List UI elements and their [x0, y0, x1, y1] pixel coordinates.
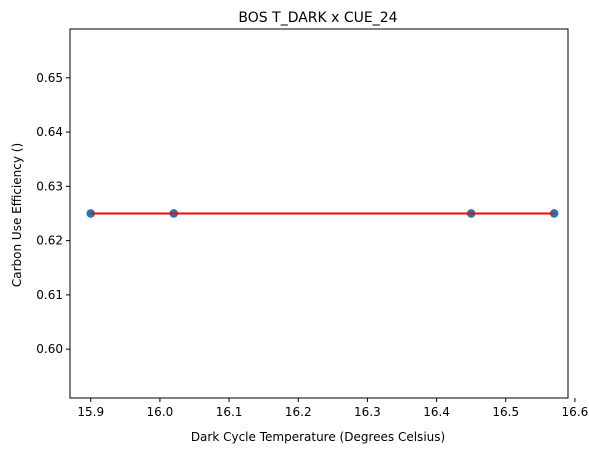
x-tick-label: 16.3	[354, 405, 381, 419]
chart-title: BOS T_DARK x CUE_24	[238, 10, 397, 26]
x-tick-label: 16.1	[216, 405, 243, 419]
x-axis-title: Dark Cycle Temperature (Degrees Celsius)	[191, 430, 445, 444]
x-tick-label: 15.9	[77, 405, 104, 419]
x-tick-label: 16.0	[147, 405, 174, 419]
y-tick-label: 0.65	[36, 71, 63, 85]
y-tick-label: 0.63	[36, 179, 63, 193]
x-axis: 15.9 16.0 16.1 16.2 16.3 16.4 16.5 16.6	[77, 398, 588, 419]
y-tick-label: 0.62	[36, 234, 63, 248]
y-tick-label: 0.64	[36, 125, 63, 139]
x-tick-label: 16.5	[492, 405, 519, 419]
x-tick-label: 16.4	[423, 405, 450, 419]
y-axis: 0.60 0.61 0.62 0.63 0.64 0.65	[36, 71, 70, 356]
y-tick-label: 0.60	[36, 342, 63, 356]
x-tick-label: 16.2	[285, 405, 312, 419]
y-tick-label: 0.61	[36, 288, 63, 302]
plot-frame	[69, 28, 569, 399]
x-tick-label: 16.6	[562, 405, 589, 419]
plot-area	[86, 209, 559, 218]
y-axis-title: Carbon Use Efficiency ()	[10, 143, 24, 287]
